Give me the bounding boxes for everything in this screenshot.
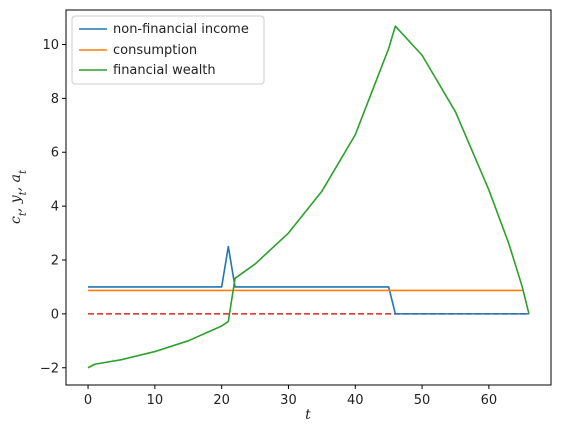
legend-label-wealth: financial wealth bbox=[113, 63, 216, 78]
x-tick-label-10: 10 bbox=[147, 393, 164, 408]
ylabel-a-sub: t bbox=[18, 169, 29, 174]
y-tick-label-4: 4 bbox=[51, 200, 59, 215]
x-tick-label-30: 30 bbox=[280, 393, 297, 408]
legend-label-income: non-financial income bbox=[113, 22, 249, 37]
series-line-non-financial-income bbox=[88, 245, 529, 315]
legend-label-consumption: consumption bbox=[113, 43, 197, 58]
x-tick-label-0: 0 bbox=[84, 393, 92, 408]
ylabel-c: c bbox=[8, 216, 24, 224]
series-layer bbox=[87, 25, 530, 369]
legend: non-financial income consumption financi… bbox=[71, 15, 265, 85]
x-tick-label-50: 50 bbox=[414, 393, 431, 408]
y-tick-label-8: 8 bbox=[51, 92, 59, 107]
legend-box bbox=[71, 15, 265, 85]
y-tick-label-2: 2 bbox=[51, 254, 59, 269]
ylabel-comma-1: , y bbox=[8, 194, 24, 212]
x-tick-label-20: 20 bbox=[213, 393, 230, 408]
x-tick-label-40: 40 bbox=[347, 393, 364, 408]
series-line-financial-wealth bbox=[87, 25, 530, 369]
y-tick-label-6: 6 bbox=[51, 146, 59, 161]
y-axis-label: ct, yt, at bbox=[8, 169, 29, 224]
y-tick-label-10: 10 bbox=[42, 38, 59, 53]
y-tick-label--2: −2 bbox=[40, 361, 59, 376]
x-ticks: 0 10 20 30 40 50 60 bbox=[84, 385, 497, 408]
y-tick-label-0: 0 bbox=[51, 307, 59, 322]
ylabel-c-sub: t bbox=[18, 211, 29, 216]
x-axis-label: t bbox=[305, 407, 311, 423]
ylabel-y-sub: t bbox=[18, 190, 29, 195]
x-tick-label-60: 60 bbox=[481, 393, 498, 408]
ylabel-comma-2: , a bbox=[8, 174, 24, 191]
y-ticks: −2 0 2 4 6 8 10 bbox=[40, 38, 66, 376]
plot-frame bbox=[65, 9, 552, 386]
